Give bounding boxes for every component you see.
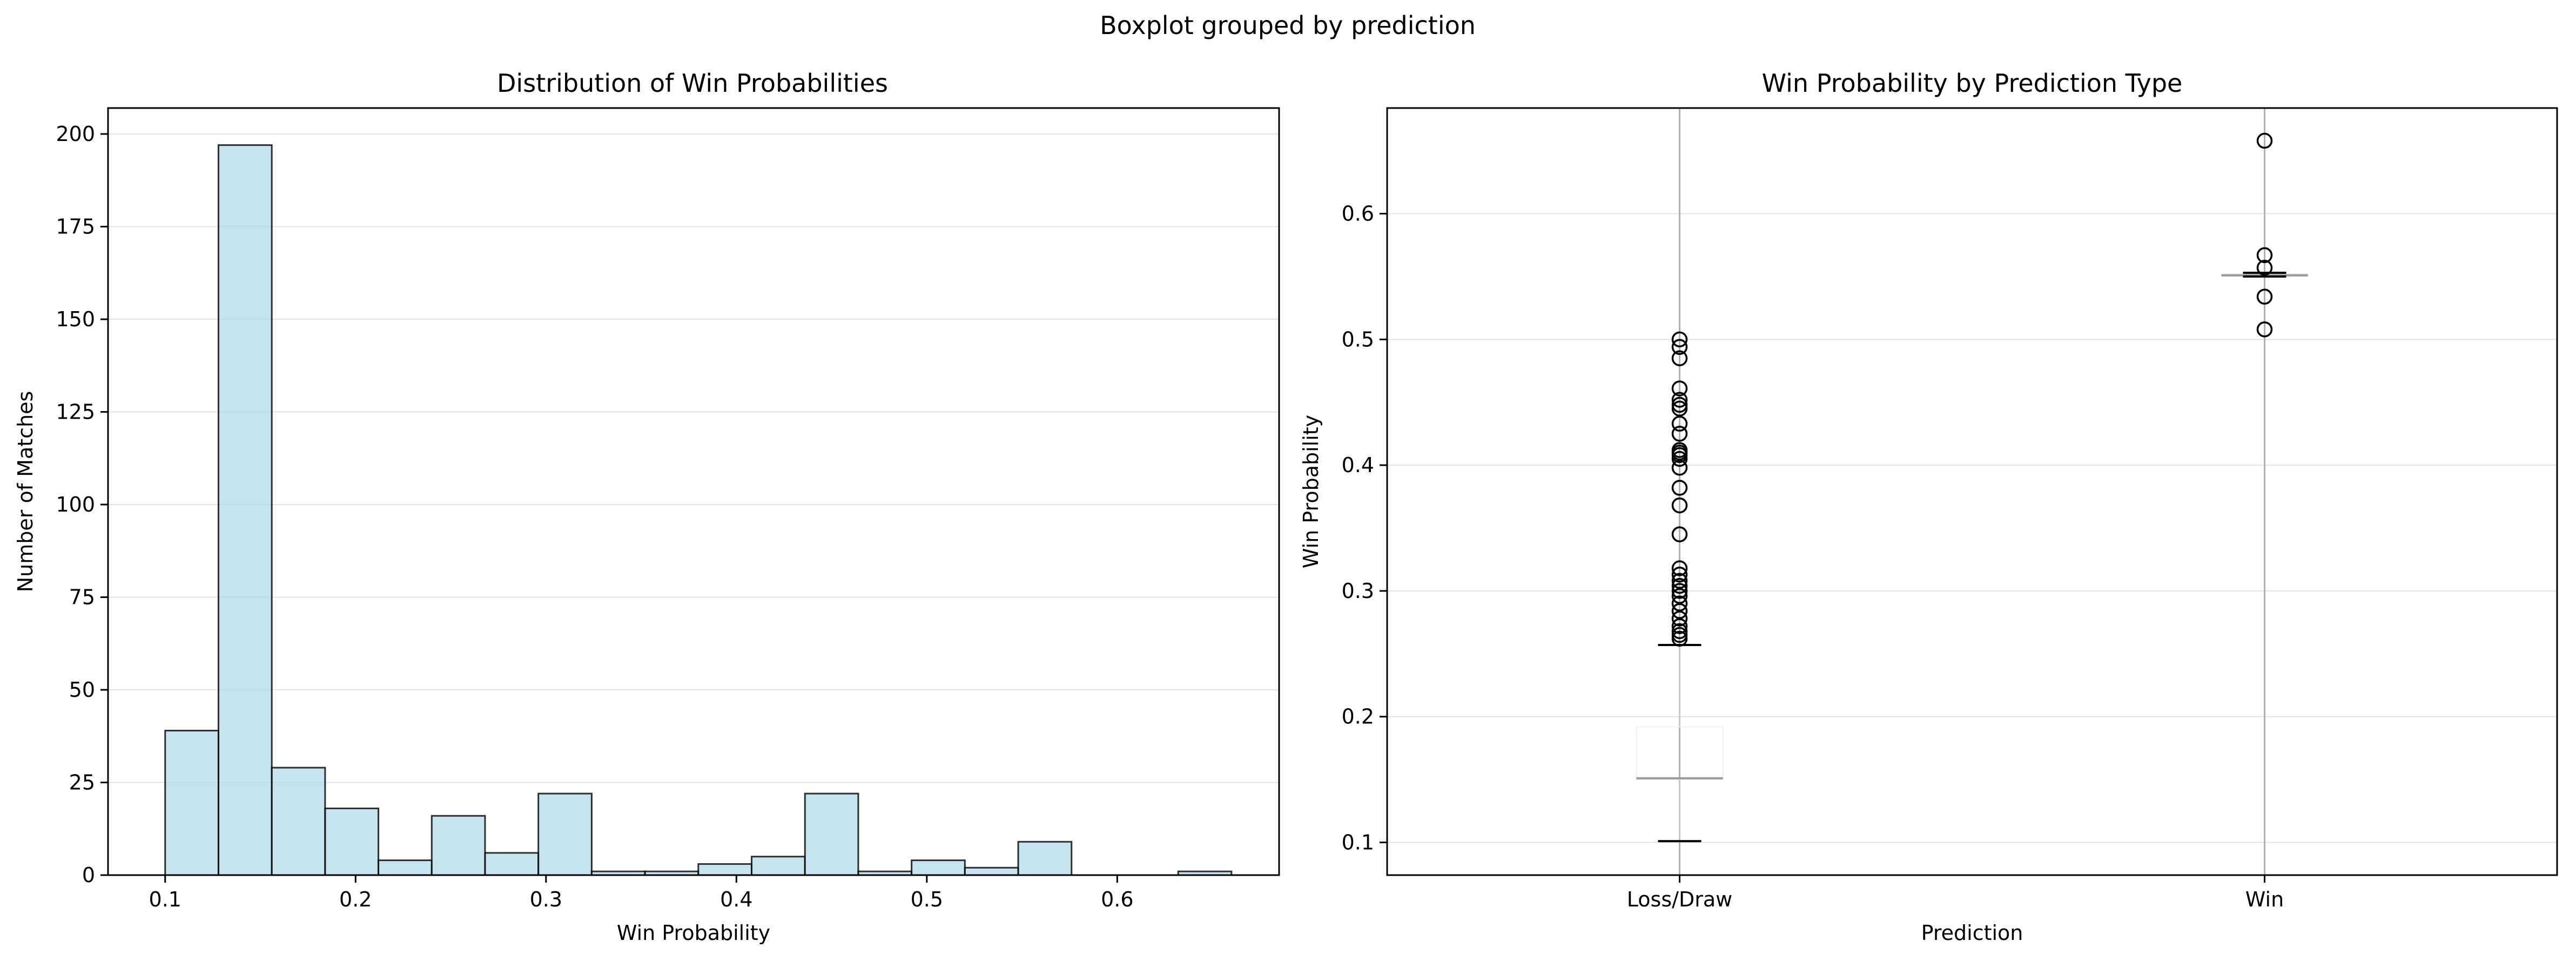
boxplot-outlier-point [1671,331,1688,348]
boxplot-y-tick-label: 0.6 [1342,202,1374,226]
boxplot-y-tick-label: 0.4 [1342,453,1374,477]
boxplot-outlier-point [1671,339,1688,355]
boxplot-y-ticks: 0.1 0.2 0.3 0.4 0.5 0.6 [1342,202,1387,854]
histogram-bar [911,859,966,876]
histogram-bar [751,856,806,876]
boxplot-title: Win Probability by Prediction Type [1762,69,2183,98]
histogram-bars [164,144,1233,876]
boxplot-plot-frame [1386,107,2558,876]
boxplot-x-label: Prediction [1921,921,2023,945]
histogram-bar [217,144,273,876]
boxplot-outlier-point [2256,247,2273,264]
boxplot-outlier-point [1671,397,1688,413]
boxplot-outlier-point [1671,630,1688,647]
histogram-x-tick-label: 0.6 [1101,888,1133,911]
histogram-x-tick-label: 0.3 [530,888,562,911]
histogram-bar [378,859,433,876]
boxplot-y-tick-label: 0.2 [1342,705,1374,729]
boxplot-outlier-point [1671,400,1688,417]
histogram-y-tick-label: 25 [69,771,95,795]
histogram-chart: Distribution of Win Probabilities 0.1 0.2… [14,69,1280,945]
boxplot-outlier-point [2256,259,2273,276]
boxplot-x-tick-label: Loss/Draw [1627,888,1732,911]
boxplot-grid [1387,108,2557,875]
boxplot-chart: Win Probability by Prediction Type Loss/… [1299,69,2558,945]
boxplot-box-group [2221,132,2309,338]
histogram-bar [324,808,380,876]
boxplot-outlier-point [2256,288,2273,305]
histogram-x-tick-label: 0.4 [720,888,752,911]
histogram-y-tick-label: 75 [69,586,95,609]
boxplot-outlier-point [1671,380,1688,397]
boxplot-x-ticks: Loss/Draw Win [1627,875,2284,911]
boxplot-y-tick-label: 0.5 [1342,327,1374,351]
histogram-bar [697,863,753,876]
boxplot-outlier-point [1671,560,1688,576]
histogram-x-label: Win Probability [617,921,770,945]
histogram-bar [804,792,859,876]
histogram-plot-frame [107,107,1280,876]
boxplot-outlier-point [1671,392,1688,408]
boxplot-outlier-point [1671,415,1688,432]
histogram-y-tick-label: 100 [56,493,95,516]
boxplot-outlier-point [1671,497,1688,514]
boxplot-outlier-point [1671,566,1688,583]
boxplot-outlier-point [1671,573,1688,589]
histogram-bar [164,729,219,876]
histogram-y-tick-label: 150 [56,307,95,331]
boxplot-outlier-point [1671,460,1688,476]
boxplot-outlier-point [1671,610,1688,627]
histogram-y-tick-label: 200 [56,122,95,146]
boxplot-box-group [1636,331,1724,843]
boxplot-outlier-point [1671,627,1688,643]
histogram-grid [108,133,1279,876]
histogram-y-label: Number of Matches [14,391,37,593]
boxplot-outlier-point [1671,623,1688,640]
histogram-bar [1017,841,1073,876]
histogram-x-tick-label: 0.1 [149,888,181,911]
boxplot-outlier-point [1671,526,1688,542]
histogram-y-tick-label: 50 [69,678,95,702]
boxplot-y-tick-label: 0.1 [1342,830,1374,854]
boxplot-y-tick-label: 0.3 [1342,579,1374,603]
boxplot-outlier-point [1671,588,1688,604]
histogram-x-tick-label: 0.2 [339,888,372,911]
boxplot-outlier-point [1671,583,1688,599]
histogram-bar [484,852,540,876]
figure-suptitle: Boxplot grouped by prediction [1100,11,1476,40]
boxplot-outlier-point [1671,480,1688,496]
histogram-bar [271,767,326,876]
histogram-x-ticks: 0.1 0.2 0.3 0.4 0.5 0.6 [149,875,1134,911]
histogram-title: Distribution of Win Probabilities [497,69,888,98]
histogram-y-tick-label: 125 [56,400,95,424]
histogram-bar [964,866,1019,876]
boxplot-outlier-point [2256,132,2273,149]
boxplot-outlier-point [2256,321,2273,338]
histogram-y-tick-label: 175 [56,215,95,239]
histogram-y-tick-label: 0 [82,863,95,887]
boxplot-box [1636,726,1724,781]
boxplot-outlier-point [1671,618,1688,634]
boxplot-outlier-point [1671,350,1688,366]
histogram-bar [537,792,593,876]
boxplot-outlier-point [1671,451,1688,467]
boxplot-boxes [1636,132,2309,843]
boxplot-outlier-point [1671,603,1688,619]
histogram-bar [431,815,486,876]
boxplot-outlier-point [1671,577,1688,594]
boxplot-y-label: Win Probability [1299,415,1323,568]
boxplot-outlier-point [1671,426,1688,442]
boxplot-outlier-point [1671,442,1688,458]
boxplot-outlier-point [1671,595,1688,611]
boxplot-x-tick-label: Win [2245,888,2284,911]
histogram-x-tick-label: 0.5 [911,888,943,911]
histogram-y-ticks: 0 25 50 75 100 125 150 175 200 [56,122,108,887]
